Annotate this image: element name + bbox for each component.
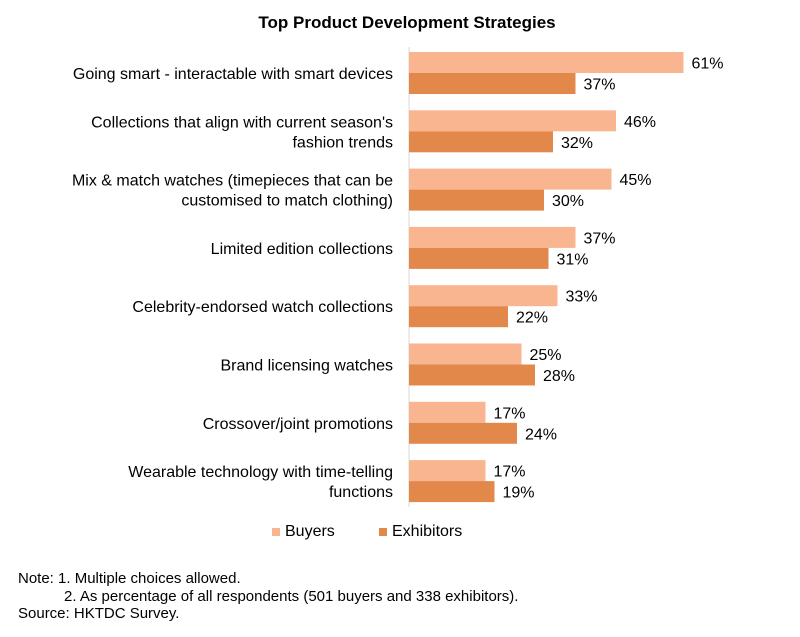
legend-label: Buyers: [285, 523, 335, 540]
bar-chart: Top Product Development Strategies Going…: [72, 13, 724, 540]
bar-exhibitors: [409, 73, 576, 94]
category-label: Collections that align with current seas…: [91, 114, 393, 131]
bar-exhibitors: [409, 422, 517, 444]
category-label: Limited edition collections: [211, 241, 393, 258]
bar-buyers: [409, 401, 486, 423]
data-label: 33%: [566, 289, 598, 306]
source-line: Source: HKTDC Survey.: [18, 605, 180, 622]
legend-label: Exhibitors: [392, 523, 462, 540]
category-label: Brand licensing watches: [220, 358, 393, 375]
category-label: Wearable technology with time-telling: [128, 464, 393, 481]
bar-buyers: [409, 110, 616, 132]
bar-buyers: [409, 226, 576, 248]
plot-area: Going smart - interactable with smart de…: [72, 47, 724, 508]
note-line-2: 2. As percentage of all respondents (501…: [64, 587, 519, 605]
category-label: customised to match clothing): [181, 193, 393, 210]
bar-exhibitors: [409, 364, 535, 386]
bar-buyers: [409, 343, 522, 365]
bar-buyers: [409, 460, 486, 482]
bar-buyers: [409, 52, 684, 73]
data-label: 25%: [530, 347, 562, 364]
bar-exhibitors: [409, 189, 544, 211]
category-label: Mix & match watches (timepieces that can…: [72, 173, 393, 190]
data-label: 17%: [494, 464, 526, 481]
category-label: Crossover/joint promotions: [203, 416, 393, 433]
legend: Buyers Exhibitors: [272, 523, 462, 540]
data-label: 17%: [494, 405, 526, 422]
category-label: Celebrity-endorsed watch collections: [132, 299, 393, 316]
chart-title: Top Product Development Strategies: [258, 13, 555, 32]
category-label: Going smart - interactable with smart de…: [73, 66, 393, 83]
note-line-1: Note: 1. Multiple choices allowed.: [18, 570, 241, 587]
data-label: 31%: [557, 251, 589, 268]
bar-exhibitors: [409, 481, 495, 503]
bar-exhibitors: [409, 306, 508, 328]
data-label: 32%: [561, 135, 593, 152]
bar-buyers: [409, 168, 612, 190]
data-label: 19%: [503, 485, 535, 502]
footnotes: Note: 1. Multiple choices allowed. 2. As…: [18, 570, 788, 623]
data-label: 24%: [525, 426, 557, 443]
legend-swatch-buyers: [272, 528, 280, 536]
category-label: fashion trends: [292, 134, 393, 151]
data-label: 37%: [584, 77, 616, 94]
data-label: 28%: [543, 368, 575, 385]
data-label: 45%: [620, 172, 652, 189]
category-label: functions: [329, 484, 393, 501]
bar-buyers: [409, 285, 558, 307]
bar-exhibitors: [409, 247, 549, 269]
data-label: 22%: [516, 310, 548, 327]
data-label: 46%: [624, 114, 656, 131]
legend-swatch-exhibitors: [379, 528, 387, 536]
data-label: 61%: [692, 56, 724, 73]
data-label: 37%: [584, 230, 616, 247]
bar-exhibitors: [409, 131, 553, 153]
data-label: 30%: [552, 193, 584, 210]
